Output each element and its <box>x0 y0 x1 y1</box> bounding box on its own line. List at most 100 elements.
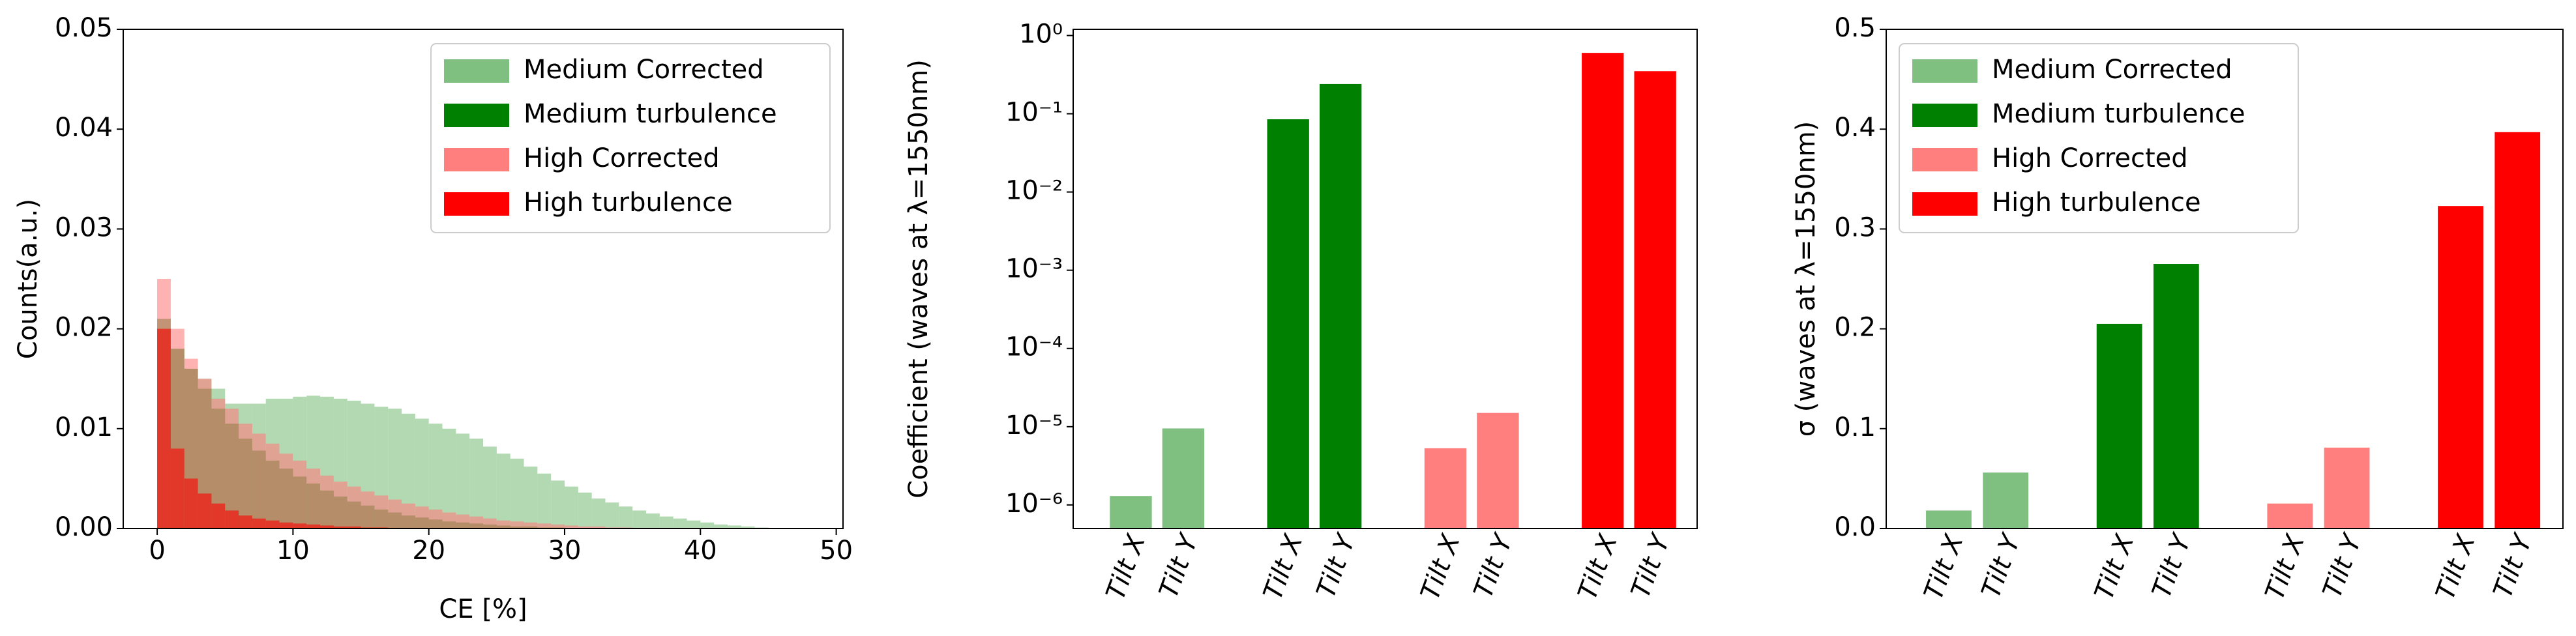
x-tick-label: Tilt X <box>1101 530 1152 604</box>
histogram-bar <box>293 460 307 528</box>
histogram-bar <box>402 413 415 528</box>
y-tick-label: 0.00 <box>55 512 113 542</box>
bar <box>1267 119 1309 528</box>
histogram-bar <box>456 433 470 528</box>
histogram-bar <box>537 523 552 528</box>
legend-label: High Corrected <box>524 143 720 173</box>
legend-swatch <box>1912 192 1977 216</box>
histogram-bar <box>225 510 239 528</box>
legend-label: Medium Corrected <box>524 55 764 85</box>
histogram-bar <box>265 520 280 528</box>
histogram-bar <box>645 513 660 528</box>
legend-label: High Corrected <box>1992 143 2188 173</box>
histogram-bar <box>265 443 280 528</box>
histogram-bar <box>184 478 198 528</box>
y-tick-label: 0.4 <box>1834 113 1876 143</box>
x-tick-label: Tilt X <box>2260 530 2311 604</box>
y-tick-label: 10⁻² <box>1005 176 1063 206</box>
histogram-bar <box>673 518 687 528</box>
legend-label: Medium turbulence <box>1992 99 2245 129</box>
x-tick-label: Tilt X <box>1918 530 1970 604</box>
histogram-bar <box>578 526 592 528</box>
x-tick-label: Tilt Y <box>1311 528 1362 602</box>
bar <box>1319 83 1362 528</box>
histogram-bar <box>442 512 456 528</box>
histogram-bar <box>198 379 212 528</box>
histogram-bar <box>225 409 239 528</box>
histogram-bar <box>591 499 606 528</box>
histogram-bar <box>687 520 701 528</box>
histogram-bar <box>428 424 443 528</box>
y-tick-label: 10⁰ <box>1019 20 1063 50</box>
legend-box <box>1899 43 2299 233</box>
histogram-bar <box>456 514 470 528</box>
histogram-bar <box>347 526 361 528</box>
histogram-bar <box>333 481 348 528</box>
x-tick-label: Tilt X <box>1573 530 1624 604</box>
y-tick-label: 10⁻⁴ <box>1005 332 1063 362</box>
bar <box>1634 71 1676 529</box>
histogram-bar <box>388 499 402 528</box>
histogram-bar <box>293 523 307 528</box>
histogram-bar <box>198 493 212 528</box>
x-tick-label: Tilt Y <box>1976 528 2027 602</box>
histogram-bar <box>157 328 171 528</box>
histogram-bar <box>727 525 741 528</box>
bar <box>2495 132 2541 528</box>
x-tick-label: Tilt X <box>2430 530 2481 604</box>
histogram-bar <box>605 502 619 528</box>
histogram-bar <box>496 454 511 528</box>
histogram-bar <box>537 473 552 528</box>
histogram-bar <box>469 439 483 528</box>
y-tick-label: 0.2 <box>1834 313 1876 343</box>
legend-swatch <box>1912 148 1977 171</box>
histogram-bar <box>510 458 524 528</box>
histogram-bar <box>510 521 524 528</box>
x-tick-label: Tilt Y <box>2317 528 2368 602</box>
histogram-bar <box>415 418 429 528</box>
legend-label: High turbulence <box>1992 188 2201 218</box>
x-axis-label: CE [%] <box>439 594 527 624</box>
y-tick-label: 10⁻⁶ <box>1005 489 1063 519</box>
legend-swatch <box>1912 104 1977 127</box>
histogram-bar <box>252 518 266 528</box>
bar <box>1110 496 1152 528</box>
x-tick-label: 50 <box>820 536 853 566</box>
histogram-bar <box>347 486 361 528</box>
y-tick-label: 0.0 <box>1834 512 1876 542</box>
bar <box>2096 323 2142 528</box>
histogram-bar <box>551 480 565 528</box>
histogram-bar <box>374 495 389 528</box>
legend-box <box>430 43 831 233</box>
axes-frame <box>1073 29 1698 529</box>
bar <box>2267 503 2313 528</box>
y-tick-label: 0.03 <box>55 212 113 242</box>
histogram-bar <box>741 526 755 528</box>
histogram-bar <box>239 424 252 528</box>
histogram-bar <box>428 509 443 528</box>
x-tick-label: 40 <box>684 536 717 566</box>
histogram-bar <box>524 467 538 528</box>
histogram-bar <box>279 454 293 528</box>
y-tick-label: 10⁻⁵ <box>1005 411 1063 441</box>
bar <box>1162 428 1205 528</box>
histogram-bar <box>564 525 578 528</box>
legend-swatch <box>444 59 509 83</box>
y-tick-label: 10⁻¹ <box>1005 98 1063 128</box>
histogram-bar <box>564 486 578 528</box>
y-tick-label: 10⁻³ <box>1005 254 1063 284</box>
x-tick-label: Tilt X <box>1258 530 1309 604</box>
histogram-bar <box>496 520 511 528</box>
x-tick-label: Tilt X <box>1415 530 1466 604</box>
histogram-bar <box>591 526 606 528</box>
x-tick-label: 30 <box>548 536 582 566</box>
bar <box>2153 264 2199 528</box>
y-axis-label: σ (waves at λ=1550nm) <box>1791 121 1821 437</box>
histogram-bar <box>659 516 674 528</box>
histogram-bar <box>402 503 415 528</box>
histogram-bar <box>320 525 334 528</box>
histogram-bar <box>551 524 565 528</box>
axes-frame <box>123 29 844 529</box>
histogram-bar <box>252 433 266 528</box>
